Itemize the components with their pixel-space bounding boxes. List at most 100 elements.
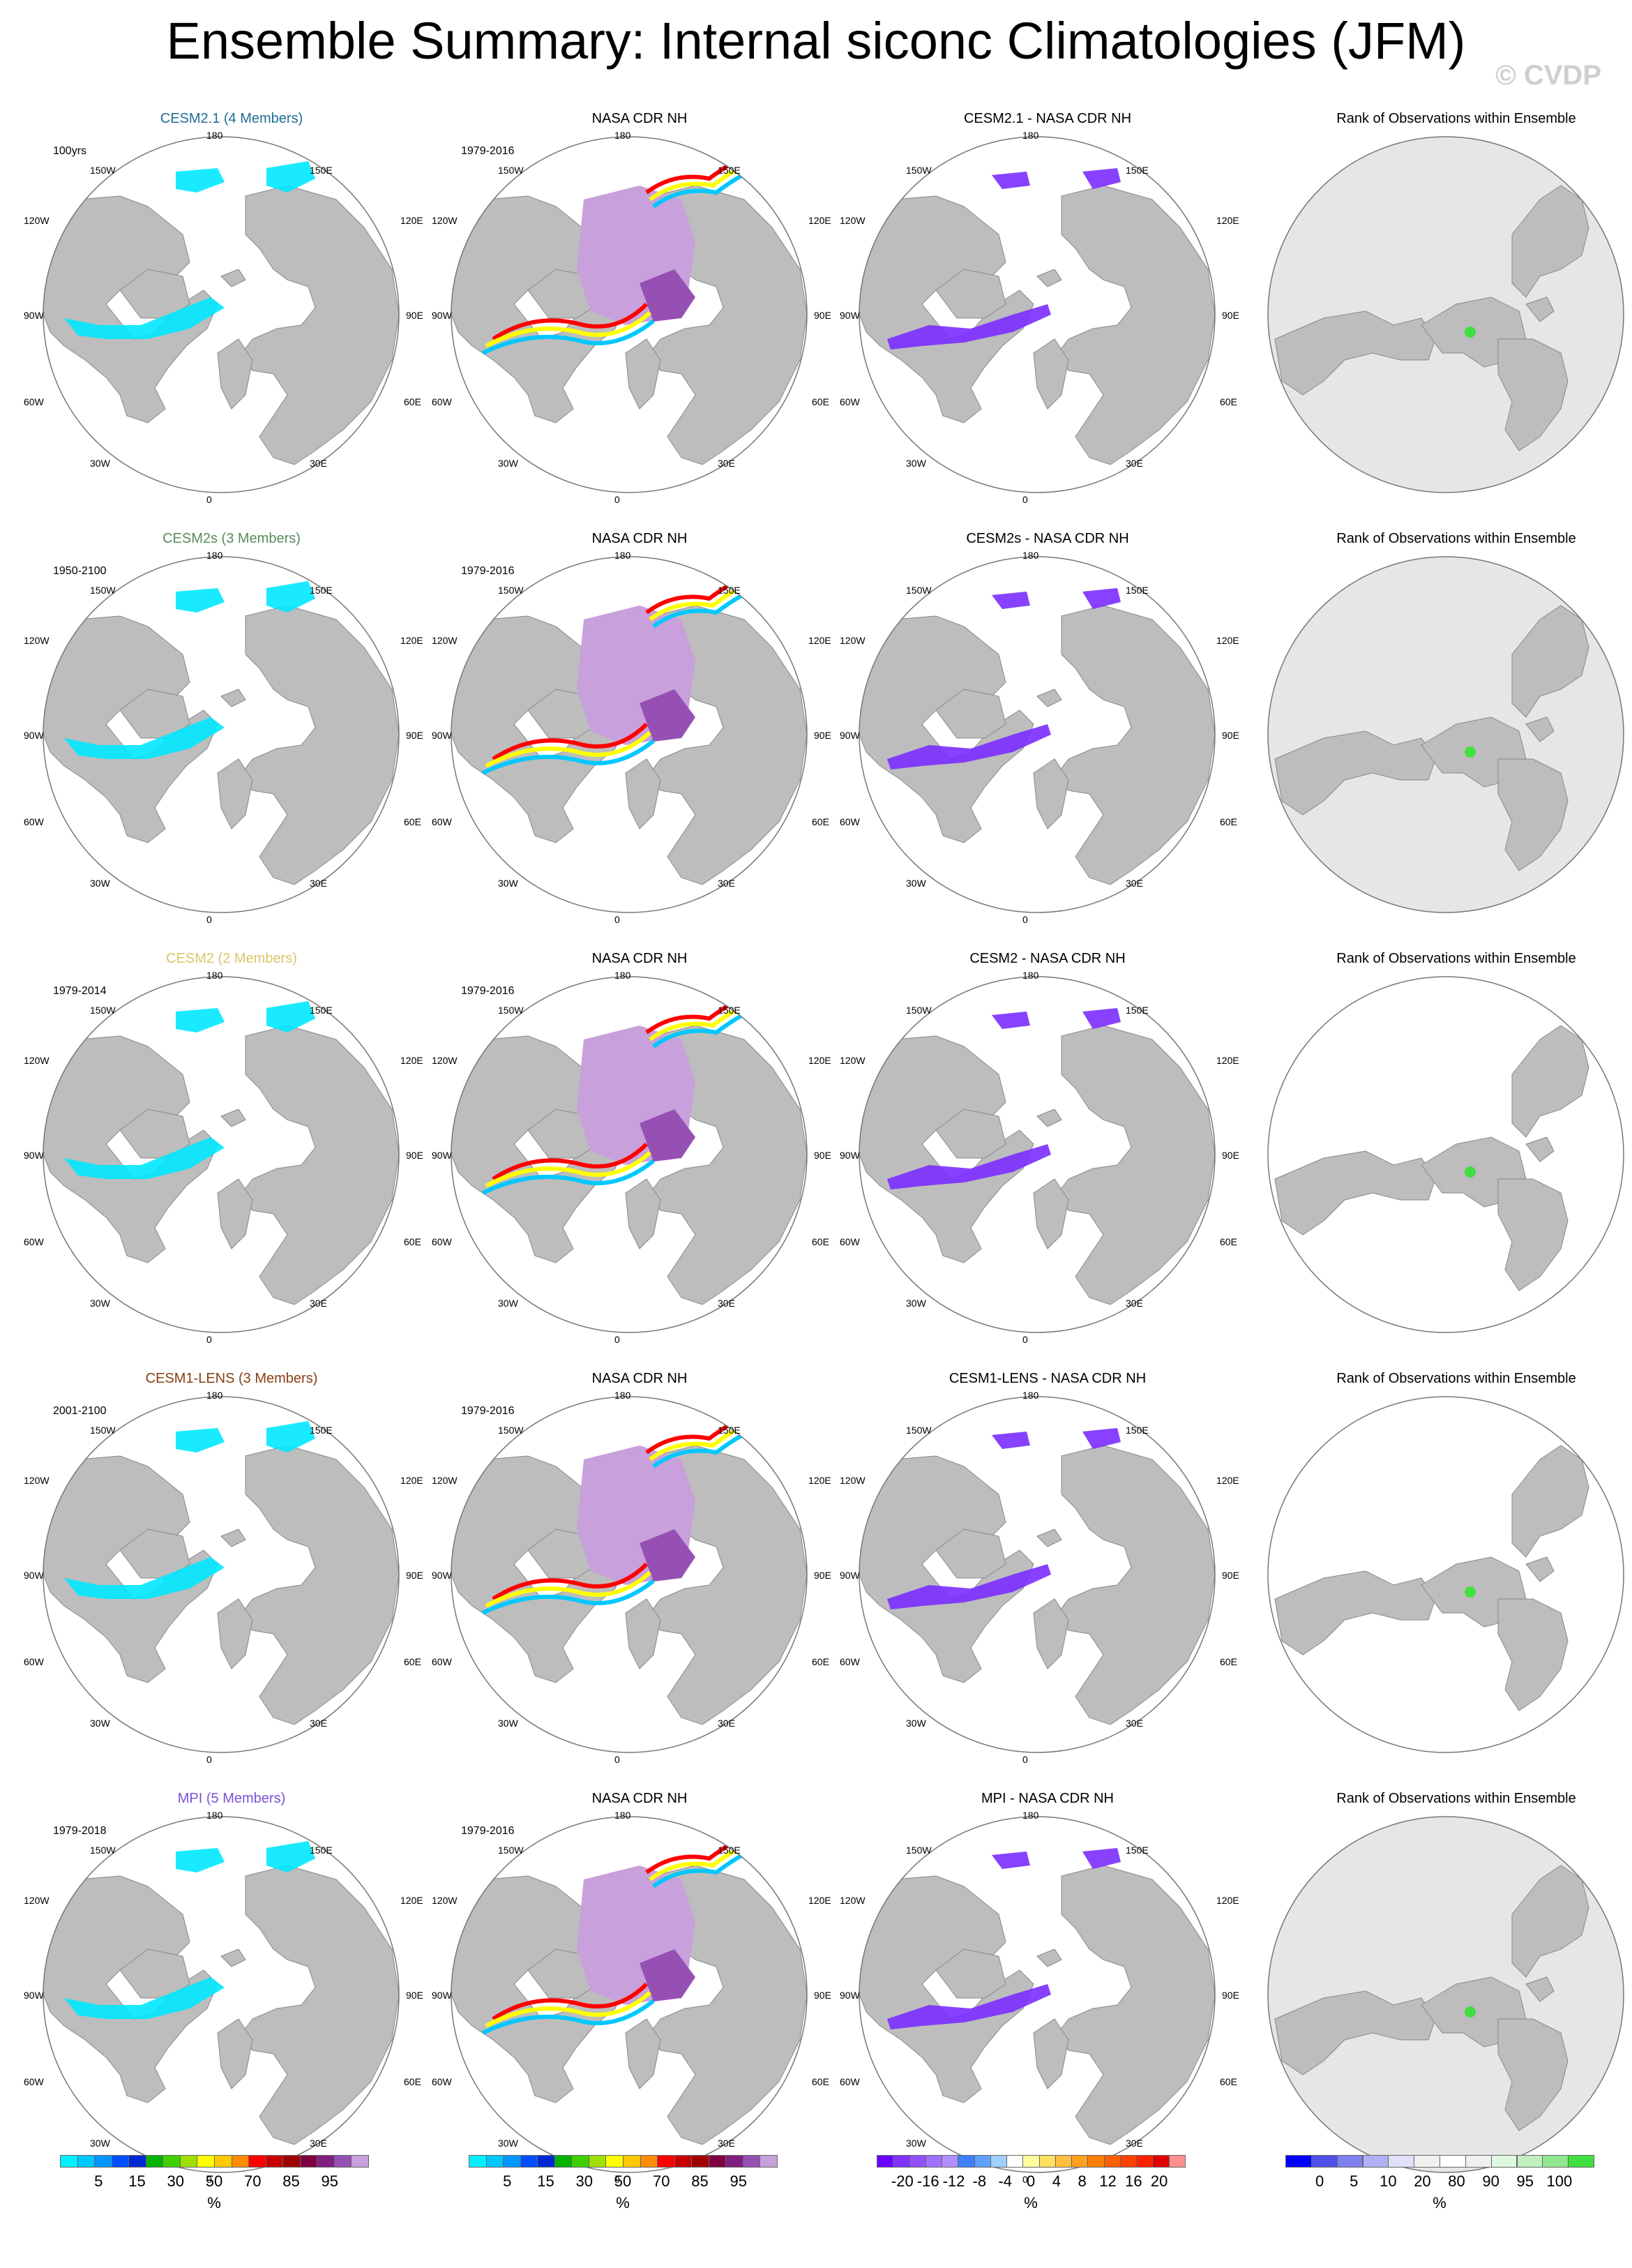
map-label-right-lower: 60E bbox=[1220, 1236, 1237, 1247]
panel-period: 1979-2016 bbox=[461, 565, 515, 577]
map-label-right-mid: 90E bbox=[814, 1990, 831, 2001]
map-label-left-upper: 120W bbox=[840, 1475, 866, 1486]
colorbar-swatch bbox=[708, 2155, 727, 2168]
colorbar-tick: 0 bbox=[1315, 2172, 1324, 2190]
land-mass bbox=[1511, 185, 1589, 298]
map-label-bl: 30W bbox=[498, 878, 518, 889]
panel-title: Rank of Observations within Ensemble bbox=[1336, 1371, 1576, 1386]
land-mass bbox=[935, 689, 1006, 739]
map-label-top: 180 bbox=[1022, 1810, 1039, 1821]
colorbar-swatch bbox=[163, 2155, 181, 2168]
colorbar-swatch bbox=[197, 2155, 215, 2168]
map-label-tl: 150W bbox=[498, 585, 524, 596]
map-label-br: 30E bbox=[718, 458, 735, 469]
panel-title: NASA CDR NH bbox=[591, 1371, 688, 1386]
map-label-bl: 30W bbox=[906, 1718, 926, 1729]
land-mass bbox=[119, 269, 190, 319]
colorbar-swatch bbox=[1152, 2155, 1170, 2168]
map-label-left-lower: 60W bbox=[24, 396, 44, 407]
land-mass bbox=[1036, 689, 1062, 707]
map-label-tl: 150W bbox=[90, 1005, 116, 1016]
map-label-tr: 150E bbox=[310, 165, 333, 176]
map-label-right-upper: 120E bbox=[400, 1055, 423, 1066]
land-mass bbox=[1497, 338, 1569, 451]
polar-map-model bbox=[43, 136, 400, 493]
land-mass bbox=[1033, 2018, 1069, 2089]
map-label-right-mid: 90E bbox=[814, 1570, 831, 1581]
map-label-right-upper: 120E bbox=[1216, 1475, 1239, 1486]
map-border bbox=[451, 556, 808, 913]
panel-title: NASA CDR NH bbox=[591, 531, 688, 546]
panel-diff-row1: CESM2.1 - NASA CDR NH 180 150W 150E 120W 120E… bbox=[840, 111, 1243, 520]
land-mass bbox=[241, 605, 399, 885]
map-label-br: 30E bbox=[1126, 458, 1143, 469]
colorbar-swatch bbox=[537, 2155, 555, 2168]
map-label-tr: 150E bbox=[1126, 1005, 1149, 1016]
colorbar-tick: -16 bbox=[916, 2172, 939, 2190]
map-border bbox=[43, 1816, 400, 2173]
panel-period: 1979-2014 bbox=[53, 985, 107, 997]
map-label-bl: 30W bbox=[498, 2138, 518, 2149]
map-label-right-upper: 120E bbox=[808, 1895, 831, 1906]
land-mass bbox=[1033, 338, 1069, 410]
panel-model-row3: CESM2 (2 Members) 1979-2014 180 150W 150E 120… bbox=[24, 951, 427, 1360]
map-label-left-mid: 90W bbox=[840, 310, 860, 321]
map-label-bottom: 0 bbox=[1022, 1754, 1028, 1765]
map-label-right-upper: 120E bbox=[1216, 1055, 1239, 1066]
map-label-tl: 150W bbox=[90, 165, 116, 176]
land-mass bbox=[1274, 730, 1436, 816]
panel-period: 1979-2016 bbox=[461, 1405, 515, 1417]
colorbar-swatch bbox=[1516, 2155, 1543, 2168]
colorbar-unit: % bbox=[616, 2194, 630, 2211]
map-label-bottom: 0 bbox=[614, 1334, 620, 1345]
map-label-left-mid: 90W bbox=[24, 310, 44, 321]
colorbar-tick: -20 bbox=[891, 2172, 914, 2190]
land-mass bbox=[1033, 1598, 1069, 1669]
colorbar-swatch bbox=[925, 2155, 943, 2168]
map-label-top: 180 bbox=[614, 1810, 631, 1821]
colorbar-tick: 20 bbox=[1414, 2172, 1431, 2190]
map-label-right-upper: 120E bbox=[808, 1475, 831, 1486]
map-label-tr: 150E bbox=[718, 165, 741, 176]
map-label-right-lower: 60E bbox=[404, 396, 421, 407]
colorbar-swatch bbox=[640, 2155, 658, 2168]
map-label-bl: 30W bbox=[90, 878, 110, 889]
map-label-br: 30E bbox=[718, 1298, 735, 1309]
colorbar-swatch bbox=[554, 2155, 573, 2168]
colorbar-tick: 50 bbox=[614, 2172, 632, 2190]
colorbar-tick: 70 bbox=[653, 2172, 670, 2190]
colorbar-swatch bbox=[1285, 2155, 1312, 2168]
colorbar-swatch bbox=[128, 2155, 146, 2168]
colorbar-swatch bbox=[282, 2155, 301, 2168]
land-mass bbox=[241, 1445, 399, 1725]
map-label-top: 180 bbox=[1022, 1390, 1039, 1401]
map-label-left-mid: 90W bbox=[840, 1990, 860, 2001]
map-label-bottom: 0 bbox=[614, 914, 620, 925]
land-mass bbox=[1497, 1178, 1569, 1291]
polar-map-obs bbox=[451, 556, 808, 913]
map-label-top: 180 bbox=[1022, 970, 1039, 981]
land-mass bbox=[1511, 1445, 1589, 1558]
colorbar-difference bbox=[877, 2155, 1186, 2168]
polar-map-obs bbox=[451, 136, 808, 493]
colorbar-tick: 5 bbox=[1350, 2172, 1359, 2190]
land-mass bbox=[217, 1598, 253, 1669]
colorbar-swatch bbox=[605, 2155, 624, 2168]
map-label-right-upper: 120E bbox=[400, 215, 423, 226]
panel-title: Rank of Observations within Ensemble bbox=[1336, 111, 1576, 126]
map-label-tr: 150E bbox=[310, 1005, 333, 1016]
map-label-bottom: 0 bbox=[206, 914, 212, 925]
map-label-tl: 150W bbox=[906, 1425, 932, 1436]
colorbar-swatch bbox=[1168, 2155, 1186, 2168]
map-label-bottom: 0 bbox=[1022, 494, 1028, 505]
panel-title: CESM2 - NASA CDR NH bbox=[969, 951, 1126, 966]
map-label-left-lower: 60W bbox=[24, 1236, 44, 1247]
colorbar-unit: % bbox=[1024, 2194, 1038, 2211]
colorbar-swatch bbox=[317, 2155, 335, 2168]
panel-period: 1979-2016 bbox=[461, 985, 515, 997]
colorbar-swatch bbox=[990, 2155, 1008, 2168]
map-label-right-upper: 120E bbox=[808, 1055, 831, 1066]
land-mass bbox=[1511, 1025, 1589, 1138]
colorbar-tick: 90 bbox=[1482, 2172, 1499, 2190]
panel-title: CESM2.1 (4 Members) bbox=[160, 111, 303, 126]
